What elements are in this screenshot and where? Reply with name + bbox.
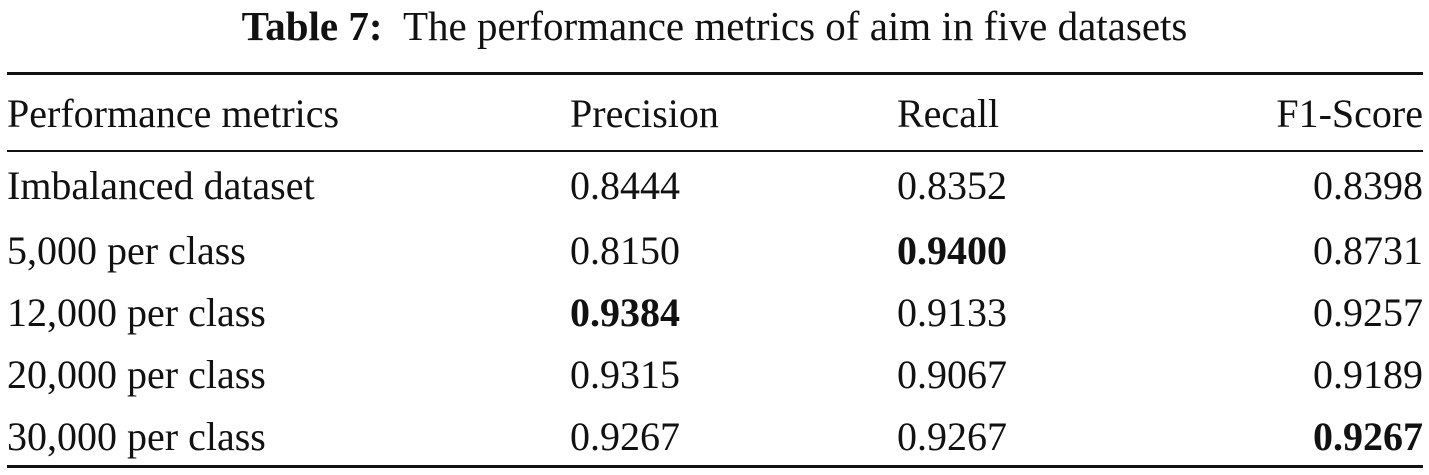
f1-score-cell: 0.8731 [1313,227,1423,273]
recall-cell: 0.8352 [897,162,1007,208]
table-row: 5,000 per class 0.8150 0.9400 0.8731 [7,219,1423,281]
table-caption-text: The performance metrics of aim in five d… [403,3,1188,49]
recall-cell: 0.9133 [897,289,1007,335]
table-caption-label: Table 7: [241,3,383,49]
recall-cell: 0.9067 [897,351,1007,397]
f1-score-cell: 0.9257 [1313,289,1423,335]
table-row: Imbalanced dataset 0.8444 0.8352 0.8398 [7,151,1423,219]
precision-cell: 0.9267 [570,413,680,459]
header-recall: Recall [897,90,1000,136]
table-header-row: Performance metrics Precision Recall F1-… [7,75,1423,151]
table-row: 12,000 per class 0.9384 0.9133 0.9257 [7,281,1423,343]
row-label: 20,000 per class [7,351,266,397]
f1-score-cell: 0.9267 [1313,413,1423,459]
header-f1-score: F1-Score [1276,90,1423,136]
f1-score-cell: 0.9189 [1313,351,1423,397]
precision-cell: 0.9384 [570,289,680,335]
precision-cell: 0.9315 [570,351,680,397]
table-top-rule [7,72,1423,75]
recall-cell: 0.9400 [897,227,1007,273]
table-row: 30,000 per class 0.9267 0.9267 0.9267 [7,405,1423,467]
recall-cell: 0.9267 [897,413,1007,459]
row-label: 30,000 per class [7,413,266,459]
row-label: 12,000 per class [7,289,266,335]
header-precision: Precision [570,90,719,136]
precision-cell: 0.8150 [570,227,680,273]
precision-cell: 0.8444 [570,162,680,208]
row-label: Imbalanced dataset [7,162,315,208]
table-caption: Table 7: The performance metrics of aim … [0,0,1429,52]
table-header-rule [7,150,1423,152]
table-bottom-rule [7,465,1423,468]
performance-metrics-table: Performance metrics Precision Recall F1-… [7,75,1423,467]
f1-score-cell: 0.8398 [1313,162,1423,208]
row-label: 5,000 per class [7,227,246,273]
header-performance-metrics: Performance metrics [7,90,340,136]
table-row: 20,000 per class 0.9315 0.9067 0.9189 [7,343,1423,405]
